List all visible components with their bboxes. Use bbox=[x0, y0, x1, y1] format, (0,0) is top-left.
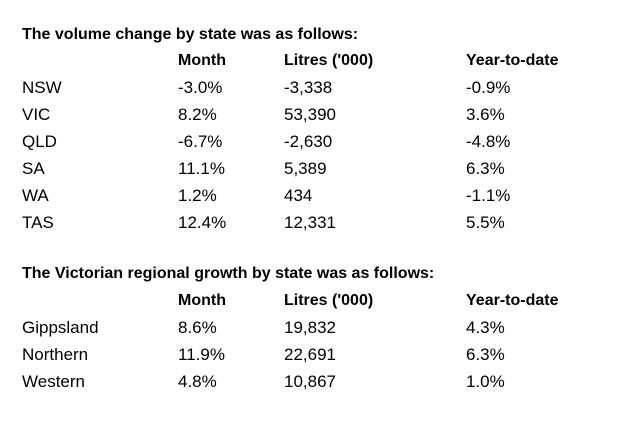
month-value: 11.1% bbox=[178, 159, 225, 178]
month-value: -3.0% bbox=[178, 78, 223, 97]
month-value: 11.9% bbox=[178, 345, 225, 364]
litres-value: 12,331 bbox=[284, 213, 336, 232]
litres-value: 22,691 bbox=[284, 345, 336, 364]
column-header-month: Month bbox=[178, 52, 226, 69]
litres-value: 53,390 bbox=[284, 105, 336, 124]
ytd-value: 5.5% bbox=[466, 213, 505, 232]
row-label: WA bbox=[22, 186, 49, 205]
column-header-month: Month bbox=[178, 292, 226, 309]
litres-value: -3,338 bbox=[284, 78, 333, 97]
ytd-value: 1.0% bbox=[466, 372, 505, 391]
row-label: Gippsland bbox=[22, 318, 99, 337]
ytd-value: -0.9% bbox=[466, 78, 511, 97]
row-label: Western bbox=[22, 372, 85, 391]
month-value: 1.2% bbox=[178, 186, 217, 205]
row-label: VIC bbox=[22, 105, 51, 124]
ytd-value: -1.1% bbox=[466, 186, 511, 205]
row-label: QLD bbox=[22, 132, 57, 151]
ytd-value: -4.8% bbox=[466, 132, 511, 151]
month-value: 12.4% bbox=[178, 213, 227, 232]
row-label: Northern bbox=[22, 345, 89, 364]
row-label: TAS bbox=[22, 213, 54, 232]
month-value: 4.8% bbox=[178, 372, 217, 391]
ytd-value: 6.3% bbox=[466, 345, 505, 364]
volume-change-heading: The volume change by state was as follow… bbox=[22, 26, 359, 43]
column-header-litres: Litres ('000) bbox=[284, 52, 374, 69]
victorian-regional-heading: The Victorian regional growth by state w… bbox=[22, 265, 435, 282]
litres-value: 19,832 bbox=[284, 318, 336, 337]
litres-value: -2,630 bbox=[284, 132, 333, 151]
month-value: 8.2% bbox=[178, 105, 217, 124]
row-label: SA bbox=[22, 159, 45, 178]
litres-value: 10,867 bbox=[284, 372, 336, 391]
litres-value: 434 bbox=[284, 186, 313, 205]
litres-value: 5,389 bbox=[284, 159, 327, 178]
ytd-value: 6.3% bbox=[466, 159, 505, 178]
column-header-ytd: Year-to-date bbox=[466, 292, 559, 309]
ytd-value: 3.6% bbox=[466, 105, 505, 124]
month-value: -6.7% bbox=[178, 132, 223, 151]
ytd-value: 4.3% bbox=[466, 318, 505, 337]
month-value: 8.6% bbox=[178, 318, 217, 337]
column-header-ytd: Year-to-date bbox=[466, 52, 559, 69]
column-header-litres: Litres ('000) bbox=[284, 292, 374, 309]
row-label: NSW bbox=[22, 78, 62, 97]
